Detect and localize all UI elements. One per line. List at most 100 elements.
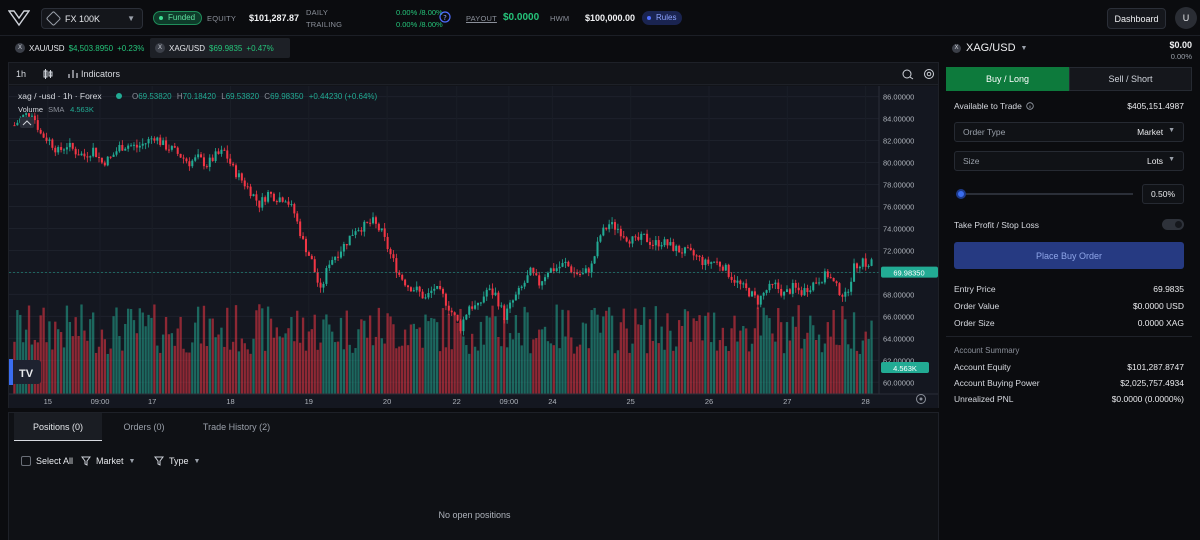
buy-long-tab[interactable]: Buy / Long: [946, 67, 1069, 91]
order-value-label: Order Value: [954, 301, 1000, 311]
candle-body: [643, 233, 646, 235]
place-buy-order-button[interactable]: Place Buy Order: [954, 242, 1184, 269]
volume-bar: [861, 340, 864, 394]
last-price-text: 69.98350: [893, 269, 924, 278]
volume-bar: [418, 327, 421, 394]
volume-bar: [587, 348, 590, 394]
volume-bar: [692, 318, 695, 394]
brand-logo-icon[interactable]: [8, 8, 30, 28]
volume-bar: [546, 341, 550, 394]
tradingview-logo-icon[interactable]: TV: [11, 360, 41, 384]
volume-bar: [86, 340, 89, 394]
volume-bar: [602, 316, 605, 394]
type-filter[interactable]: Type ▼: [154, 456, 200, 466]
volume-bar: [80, 304, 83, 394]
size-slider-handle[interactable]: [956, 189, 966, 199]
dashboard-button[interactable]: Dashboard: [1107, 8, 1166, 29]
info-icon[interactable]: [1026, 102, 1034, 110]
close-icon[interactable]: X: [155, 43, 165, 53]
volume-bar: [561, 309, 564, 394]
checkbox[interactable]: [21, 456, 31, 466]
volume-bar: [867, 338, 870, 394]
candle-body: [100, 157, 103, 163]
indicators-button[interactable]: Indicators: [81, 69, 121, 79]
volume-bar: [456, 322, 459, 394]
volume-bar: [573, 353, 576, 394]
candle-body: [605, 227, 608, 230]
close-icon[interactable]: X: [15, 43, 25, 53]
collapse-legend-button[interactable]: [20, 117, 34, 128]
volume-bar: [226, 307, 229, 394]
volume-bar: [552, 345, 555, 394]
candle-body: [578, 273, 582, 275]
candle-body: [774, 282, 777, 285]
order-type-select[interactable]: Order Type Market ▼: [954, 122, 1184, 142]
time-axis[interactable]: 15 09:00 17 18 19 20 22 09:00 24 25 26 27 28: [9, 393, 938, 406]
tab-orders[interactable]: Orders (0): [123, 422, 165, 432]
candle-body: [855, 263, 858, 269]
candle-body: [380, 228, 383, 231]
avatar[interactable]: U: [1175, 7, 1197, 29]
symbol-tab-change: +0.23%: [117, 43, 145, 53]
volume-bar: [94, 352, 98, 394]
candle-body: [599, 235, 602, 242]
candle-body: [197, 154, 200, 158]
volume-bar: [575, 346, 579, 394]
select-all-checkbox[interactable]: Select All: [21, 456, 73, 466]
symbol-tab-xau[interactable]: X XAU/USD $4,503.8950 +0.23%: [10, 38, 146, 58]
volume-bar: [194, 322, 197, 394]
candle-body: [663, 239, 666, 246]
chart-side-handle[interactable]: [9, 359, 13, 385]
volume-marker: 4.563K: [881, 362, 929, 373]
volume-bar: [826, 322, 829, 394]
account-icon: [45, 10, 62, 27]
volume-bar: [138, 308, 141, 394]
volume-bar: [54, 321, 57, 394]
payout-label[interactable]: PAYOUT: [466, 14, 497, 23]
size-percent-input[interactable]: 0.50%: [1142, 184, 1184, 204]
volume-bar: [730, 328, 733, 394]
volume-bar: [156, 345, 159, 394]
size-slider-track[interactable]: [956, 193, 1133, 195]
tpsl-toggle[interactable]: [1162, 219, 1184, 230]
volume-bar: [470, 333, 474, 394]
tab-positions[interactable]: Positions (0): [14, 413, 102, 441]
trailing-value: 0.00% /8.00%: [396, 20, 443, 29]
candle-body: [785, 289, 789, 292]
rules-badge[interactable]: Rules: [642, 11, 683, 25]
candle-body: [474, 305, 477, 309]
volume-bar: [540, 329, 544, 394]
top-bar: FX 100K ▼ Funded EQUITY $101,287.87 DAIL…: [0, 0, 1200, 36]
volume-legend: Volume SMA 4.563K: [18, 105, 94, 114]
price-chart[interactable]: 86.00000 84.00000 82.00000 80.00000 78.00000…: [9, 86, 938, 408]
price-axis[interactable]: 86.00000 84.00000 82.00000 80.00000 78.00000…: [883, 93, 914, 388]
volume-bar: [153, 304, 156, 394]
gear-icon[interactable]: [923, 68, 935, 80]
screenshot-icon[interactable]: [902, 68, 914, 80]
order-symbol-selector[interactable]: X XAG/USD ▼: [952, 42, 1027, 54]
candle-type-icon[interactable]: [43, 69, 53, 79]
indicators-icon[interactable]: [67, 68, 79, 80]
volume-bar: [258, 304, 261, 394]
symbol-tab-xag[interactable]: X XAG/USD $69.9835 +0.47%: [150, 38, 290, 58]
market-filter[interactable]: Market ▼: [81, 456, 135, 466]
candle-body: [202, 157, 205, 167]
candle-body: [48, 139, 51, 141]
goto-realtime-button[interactable]: [916, 394, 926, 404]
account-selector[interactable]: FX 100K ▼: [41, 8, 143, 29]
interval-button[interactable]: 1h: [16, 69, 27, 79]
volume-bar: [660, 326, 663, 394]
ohlc-legend: O69.53820 H70.18420 L69.53820 C69.98350 …: [132, 92, 378, 101]
volume-bar: [800, 348, 803, 394]
volume-bar: [747, 351, 751, 394]
tab-trade-history[interactable]: Trade History (2): [202, 422, 271, 432]
candle-body: [529, 267, 532, 276]
candle-body: [716, 261, 719, 263]
size-input[interactable]: Size Lots ▼: [954, 151, 1184, 171]
volume-bar: [336, 341, 340, 394]
volume-bar: [179, 316, 182, 394]
sell-short-tab[interactable]: Sell / Short: [1069, 67, 1192, 91]
candle-body: [593, 256, 596, 264]
candle-body: [678, 245, 681, 253]
question-circle-icon[interactable]: ?: [439, 11, 451, 23]
